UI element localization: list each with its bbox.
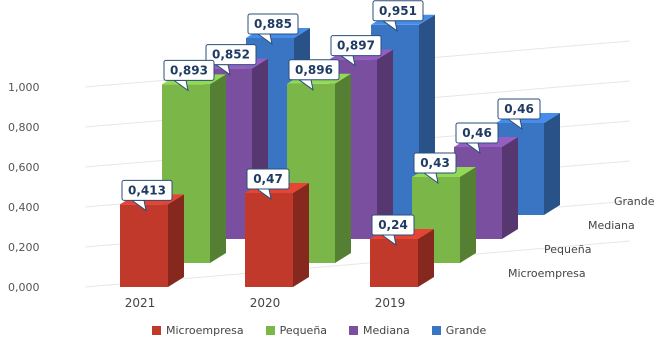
bar: 0,24 xyxy=(370,214,434,287)
y-tick-label: 0,400 xyxy=(8,201,40,214)
data-label-box xyxy=(330,35,382,57)
data-label: 0,46 xyxy=(462,126,492,140)
bar-side xyxy=(210,74,226,264)
data-label: 0,896 xyxy=(295,63,333,77)
y-tick-label: 0,000 xyxy=(8,281,40,294)
data-label: 0,24 xyxy=(378,218,408,232)
y-tick-label: 1,000 xyxy=(8,81,40,94)
legend-swatch xyxy=(152,326,161,335)
data-label-box xyxy=(413,152,457,174)
legend-label: Pequeña xyxy=(279,324,328,337)
y-tick-label: 0,200 xyxy=(8,241,40,254)
data-label-box xyxy=(372,0,424,22)
data-label-box xyxy=(455,122,499,144)
data-label: 0,43 xyxy=(420,156,450,170)
legend-item: Mediana xyxy=(349,324,410,337)
legend-label: Grande xyxy=(445,324,487,337)
data-label-box xyxy=(497,98,541,120)
legend-label: Microempresa xyxy=(166,324,244,337)
bar-side xyxy=(168,194,184,287)
bar-side xyxy=(544,113,560,215)
data-label-box xyxy=(371,214,415,236)
bar-front xyxy=(245,193,293,287)
legend-swatch xyxy=(431,326,441,335)
bar-side xyxy=(293,183,309,287)
legend-label: Mediana xyxy=(363,324,410,337)
bar: 0,413 xyxy=(120,179,184,287)
data-label-box xyxy=(121,179,173,201)
bar-side xyxy=(502,137,518,239)
depth-label: Grande xyxy=(614,195,655,208)
legend: Microempresa Pequeña Mediana Grande xyxy=(152,324,486,337)
data-label: 0,413 xyxy=(128,183,166,197)
bar-side xyxy=(460,167,476,263)
bars: 0,885 0,951 0,46 0,852 0,897 0,46 0,893 0,896 0,… xyxy=(120,0,560,287)
bar-front xyxy=(120,204,168,287)
bar: 0,47 xyxy=(245,168,309,287)
x-tick-label: 2021 xyxy=(125,296,156,310)
x-tick-label: 2019 xyxy=(375,296,406,310)
data-label: 0,47 xyxy=(253,172,283,186)
bar-side xyxy=(418,229,434,287)
depth-axis-labels: Microempresa Pequeña Mediana Grande xyxy=(508,195,655,280)
y-axis-ticks: 0,000 0,200 0,400 0,600 0,800 1,000 xyxy=(8,81,40,294)
data-label: 0,893 xyxy=(170,63,208,77)
y-tick-label: 0,600 xyxy=(8,161,40,174)
x-tick-label: 2020 xyxy=(250,296,281,310)
bar-side xyxy=(377,49,393,239)
data-label-box xyxy=(246,168,290,190)
y-tick-label: 0,800 xyxy=(8,121,40,134)
depth-label: Microempresa xyxy=(508,267,586,280)
depth-label: Mediana xyxy=(588,219,635,232)
data-label: 0,852 xyxy=(212,48,250,62)
legend-swatch xyxy=(265,326,275,335)
data-label: 0,951 xyxy=(379,4,417,18)
legend-swatch xyxy=(349,326,359,335)
data-label-box xyxy=(205,44,257,66)
data-label-box xyxy=(163,59,215,81)
legend-item: Microempresa xyxy=(152,324,244,337)
data-label: 0,885 xyxy=(254,17,292,31)
legend-item: Pequeña xyxy=(265,324,328,337)
bar-side xyxy=(335,73,351,263)
data-label-box xyxy=(288,59,340,81)
bar-front xyxy=(370,239,418,287)
data-label: 0,46 xyxy=(504,102,534,116)
depth-label: Pequeña xyxy=(544,243,591,256)
data-label: 0,897 xyxy=(337,39,375,53)
x-axis-ticks: 2021 2020 2019 xyxy=(125,296,406,310)
legend-item: Grande xyxy=(431,324,487,337)
data-label-box xyxy=(247,13,299,35)
